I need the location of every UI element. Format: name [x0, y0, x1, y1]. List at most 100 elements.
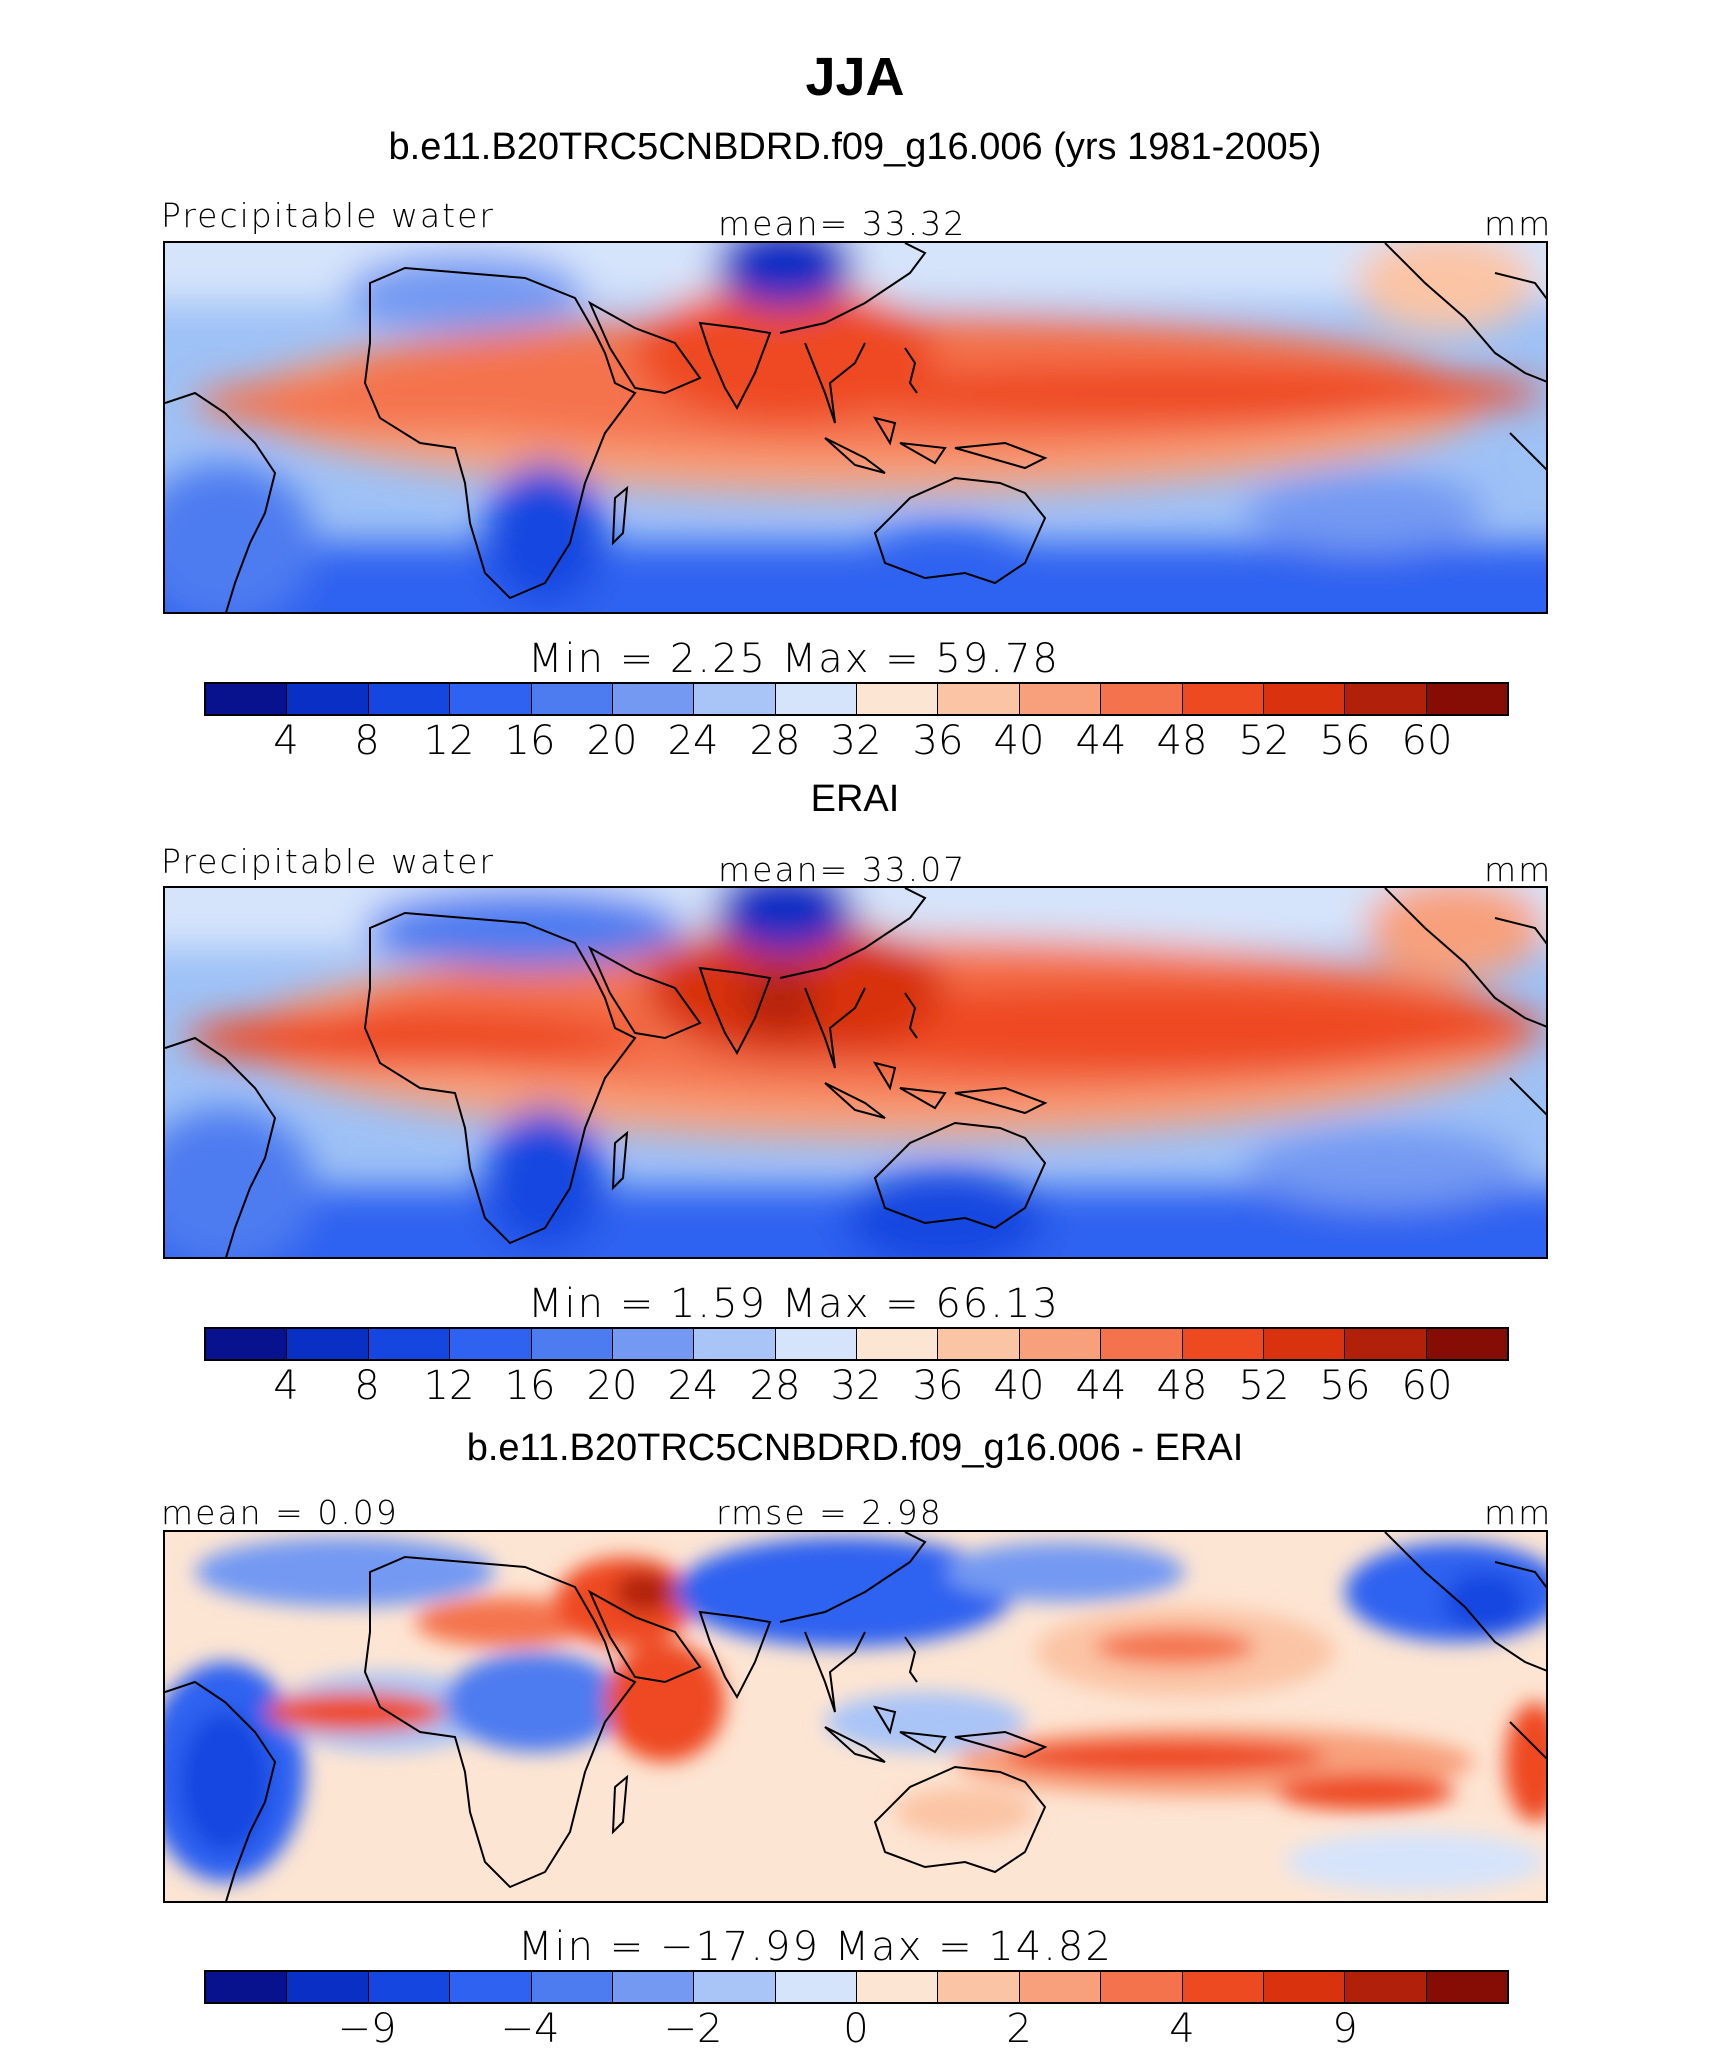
colorbar-cell [287, 1972, 369, 2002]
colorbar-tick: 36 [912, 1363, 964, 1409]
panel-1-min-max: Min = 2.25 Max = 59.78 [528, 636, 1060, 682]
panel-1-variable-label: Precipitable water [161, 196, 495, 235]
colorbar-cell [368, 684, 451, 714]
colorbar-cell [1019, 684, 1102, 714]
panel-2-variable-label: Precipitable water [161, 842, 495, 881]
panel-1-title: b.e11.B20TRC5CNBDRD.f09_g16.006 (yrs 198… [388, 126, 1322, 168]
colorbar-tick: 2 [1006, 2006, 1032, 2052]
colorbar-cell [938, 684, 1020, 714]
colorbar-cell [1426, 1972, 1507, 2002]
colorbar-tick: 44 [1075, 718, 1127, 764]
colorbar-cell [1101, 1329, 1183, 1359]
colorbar-cell [857, 684, 939, 714]
colorbar-cell [612, 1972, 695, 2002]
colorbar-cell [775, 1972, 857, 2002]
colorbar-tick: 9 [1332, 2006, 1358, 2052]
colorbar-tick: 12 [423, 718, 475, 764]
colorbar-cell [287, 1329, 369, 1359]
colorbar-tick: 52 [1238, 718, 1290, 764]
colorbar-tick: 16 [504, 718, 556, 764]
figure-title: JJA [805, 47, 905, 107]
panel-3-units-label: mm [1484, 1493, 1553, 1532]
panel-1-mean-label: mean= 33.32 [718, 204, 967, 243]
colorbar-tick: 28 [749, 1363, 801, 1409]
colorbar-tick: 40 [993, 1363, 1045, 1409]
colorbar-cell [1182, 1972, 1264, 2002]
colorbar-cell [1019, 1329, 1102, 1359]
colorbar-tick: 60 [1401, 1363, 1453, 1409]
panel-1-map [163, 241, 1548, 614]
colorbar-cell [450, 1972, 532, 2002]
colorbar-tick: 12 [423, 1363, 475, 1409]
colorbar-tick: 24 [667, 1363, 719, 1409]
colorbar-cell [694, 1972, 776, 2002]
panel-3-title: b.e11.B20TRC5CNBDRD.f09_g16.006 - ERAI [466, 1427, 1244, 1469]
colorbar-cell [287, 684, 369, 714]
colorbar-cell [612, 1329, 695, 1359]
colorbar-cell [775, 684, 857, 714]
colorbar-cell [1182, 684, 1264, 714]
colorbar-tick: 4 [273, 1363, 299, 1409]
panel-1-colorbar [204, 682, 1509, 716]
colorbar-cell [368, 1972, 451, 2002]
colorbar-tick: 60 [1401, 718, 1453, 764]
colorbar-tick: −2 [663, 2006, 723, 2052]
colorbar-tick: 48 [1156, 718, 1208, 764]
colorbar-tick: 8 [354, 718, 380, 764]
colorbar-tick: 56 [1319, 718, 1371, 764]
colorbar-tick: −4 [500, 2006, 560, 2052]
colorbar-tick: 0 [843, 2006, 869, 2052]
panel-2-min-max: Min = 1.59 Max = 66.13 [528, 1281, 1060, 1327]
colorbar-cell [531, 1329, 613, 1359]
colorbar-cell [206, 684, 288, 714]
panel-3-min-max: Min = −17.99 Max = 14.82 [518, 1924, 1113, 1970]
colorbar-tick: 32 [830, 718, 882, 764]
colorbar-cell [775, 1329, 857, 1359]
colorbar-cell [1426, 684, 1507, 714]
colorbar-cell [694, 684, 776, 714]
colorbar-cell [938, 1329, 1020, 1359]
colorbar-cell [206, 1329, 288, 1359]
colorbar-cell [531, 1972, 613, 2002]
colorbar-cell [1345, 684, 1427, 714]
colorbar-cell [368, 1329, 451, 1359]
panel-2-units-label: mm [1484, 850, 1553, 889]
colorbar-cell [450, 1329, 532, 1359]
colorbar-tick: 48 [1156, 1363, 1208, 1409]
colorbar-cell [1345, 1329, 1427, 1359]
colorbar-tick: 20 [586, 1363, 638, 1409]
colorbar-tick: 16 [504, 1363, 556, 1409]
colorbar-tick: 40 [993, 718, 1045, 764]
colorbar-cell [1101, 1972, 1183, 2002]
colorbar-tick: 32 [830, 1363, 882, 1409]
colorbar-cell [1263, 1972, 1346, 2002]
panel-2-map [163, 886, 1548, 1259]
colorbar-cell [450, 684, 532, 714]
panel-2-colorbar [204, 1327, 1509, 1361]
colorbar-cell [1345, 1972, 1427, 2002]
panel-2-title: ERAI [810, 778, 900, 820]
panel-1-units-label: mm [1484, 204, 1553, 243]
panel-3-colorbar [204, 1970, 1509, 2004]
panel-3-rmse-label: rmse = 2.98 [716, 1493, 943, 1532]
colorbar-tick: 44 [1075, 1363, 1127, 1409]
colorbar-tick: 4 [1169, 2006, 1195, 2052]
panel-3-mean-label: mean = 0.09 [161, 1493, 399, 1532]
colorbar-cell [938, 1972, 1020, 2002]
colorbar-cell [694, 1329, 776, 1359]
colorbar-cell [857, 1329, 939, 1359]
colorbar-tick: 36 [912, 718, 964, 764]
colorbar-tick: −9 [337, 2006, 397, 2052]
colorbar-cell [1263, 684, 1346, 714]
colorbar-cell [612, 684, 695, 714]
colorbar-tick: 52 [1238, 1363, 1290, 1409]
colorbar-cell [531, 684, 613, 714]
colorbar-tick: 56 [1319, 1363, 1371, 1409]
colorbar-tick: 8 [354, 1363, 380, 1409]
colorbar-tick: 20 [586, 718, 638, 764]
colorbar-cell [857, 1972, 939, 2002]
colorbar-cell [1263, 1329, 1346, 1359]
colorbar-cell [1426, 1329, 1507, 1359]
colorbar-cell [1019, 1972, 1102, 2002]
colorbar-cell [206, 1972, 288, 2002]
